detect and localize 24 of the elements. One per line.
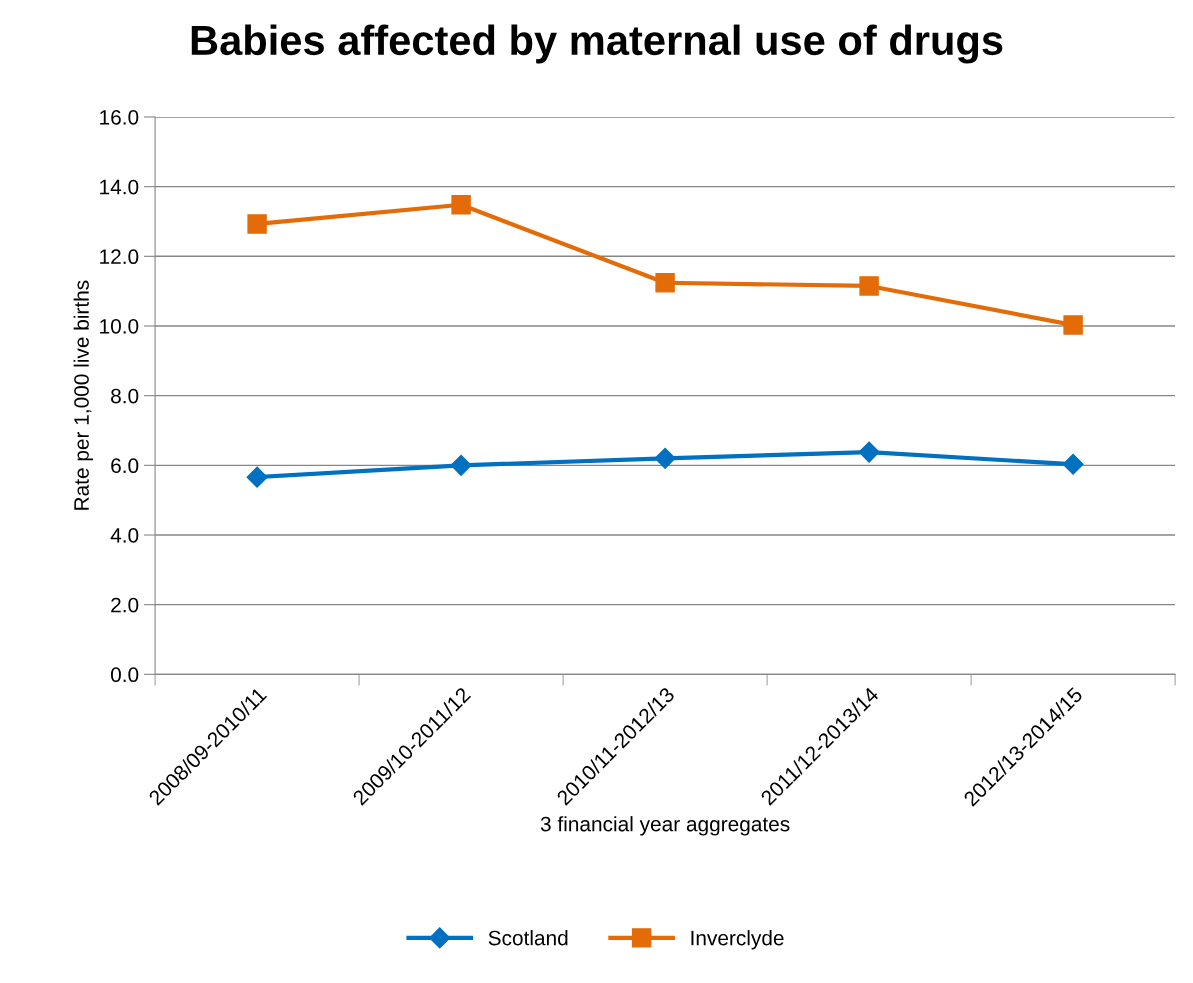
point xyxy=(450,454,472,476)
y-axis-title: Rate per 1,000 live births xyxy=(73,280,94,510)
legend-label: Scotland xyxy=(488,930,568,946)
y-tick-label: 0.0 xyxy=(110,667,139,683)
point xyxy=(247,214,267,234)
x-axis-title: 3 financial year aggregates xyxy=(540,816,790,836)
legend-label: Inverclyde xyxy=(691,930,784,950)
point xyxy=(858,441,880,463)
y-tick-label: 6.0 xyxy=(111,458,139,474)
point xyxy=(1063,315,1083,335)
point xyxy=(1062,453,1084,475)
y-tick-label: 14.0 xyxy=(100,179,139,195)
y-tick-label: 4.0 xyxy=(110,528,139,543)
y-tick-label: 2.0 xyxy=(111,597,139,613)
point xyxy=(451,195,471,215)
point xyxy=(859,276,879,296)
point xyxy=(654,447,676,469)
y-tick-label: 8.0 xyxy=(111,388,139,404)
point xyxy=(655,273,675,293)
y-tick-label: 10.0 xyxy=(100,318,139,334)
chart-title: Babies affected by maternal use of drugs xyxy=(191,24,1003,64)
y-tick-label: 16.0 xyxy=(100,109,139,125)
point xyxy=(246,466,268,488)
y-tick-label: 12.0 xyxy=(100,249,139,265)
